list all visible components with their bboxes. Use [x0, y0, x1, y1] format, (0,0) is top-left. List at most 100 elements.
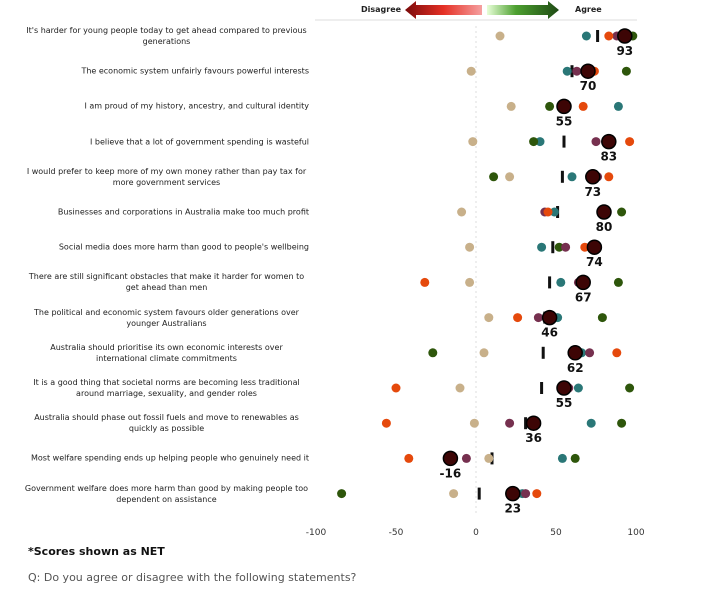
- dot-teal: [613, 101, 623, 111]
- statement-label: I believe that a lot of government spend…: [90, 136, 309, 147]
- disagree-label: Disagree: [361, 5, 402, 14]
- value-label: 23: [504, 502, 521, 516]
- dot-total: [505, 485, 521, 502]
- dot-total: [575, 274, 591, 291]
- average-marker: [551, 241, 555, 254]
- x-tick-label: -100: [306, 528, 327, 538]
- dot-teal: [581, 31, 591, 41]
- statement-label: Businesses and corporations in Australia…: [58, 207, 309, 218]
- disagree-arrow: [405, 1, 482, 19]
- dot-total: [601, 133, 617, 150]
- dot-beige: [468, 137, 478, 147]
- x-tick-label: -50: [389, 528, 404, 538]
- dot-teal: [573, 383, 583, 393]
- statement-label: The political and economic system favour…: [24, 307, 309, 329]
- dot-teal: [562, 66, 572, 76]
- dot-beige: [457, 207, 467, 217]
- value-label: 80: [596, 220, 613, 234]
- dot-teal: [535, 137, 545, 147]
- dot-beige: [465, 242, 475, 252]
- dot-orange: [604, 31, 614, 41]
- statement-text: I would prefer to keep more of my own mo…: [26, 166, 307, 187]
- dot-total: [556, 380, 572, 396]
- statement-text: Australia should phase out fossil fuels …: [34, 413, 299, 434]
- dot-total: [556, 98, 572, 115]
- dot-total: [442, 450, 459, 467]
- statement-text: There are still significant obstacles th…: [28, 272, 305, 293]
- statement-label: Australia should prioritise its own econ…: [24, 342, 309, 364]
- dot-beige: [506, 101, 516, 111]
- statement-text: Social media does more harm than good to…: [58, 242, 309, 252]
- dot-purple: [591, 137, 601, 147]
- dot-purple: [585, 348, 595, 358]
- statement-text: Australia should prioritise its own econ…: [50, 342, 283, 363]
- average-marker: [596, 30, 600, 42]
- average-marker: [548, 276, 552, 289]
- average-marker: [570, 65, 574, 78]
- statement-label: The economic system unfairly favours pow…: [81, 66, 309, 77]
- dot-green: [570, 453, 580, 463]
- dot-orange: [420, 277, 430, 287]
- dot-green: [617, 207, 627, 217]
- dot-orange: [381, 418, 391, 428]
- dot-teal: [586, 418, 596, 428]
- dot-total: [585, 169, 601, 185]
- agree-arrow: [487, 1, 559, 19]
- statement-label: Australia should phase out fossil fuels …: [24, 412, 309, 434]
- statement-label: I would prefer to keep more of my own mo…: [24, 166, 309, 188]
- value-label: 70: [580, 79, 597, 93]
- statement-text: The political and economic system favour…: [34, 307, 299, 328]
- dot-beige: [465, 277, 475, 287]
- statement-text: It is a good thing that societal norms a…: [33, 378, 300, 398]
- dot-purple: [461, 453, 471, 463]
- dot-beige: [505, 172, 515, 182]
- dot-total: [525, 415, 542, 431]
- x-tick-label: 100: [627, 528, 644, 538]
- value-label: 55: [556, 396, 573, 410]
- dot-purple: [572, 66, 582, 76]
- dot-green: [489, 172, 499, 182]
- dot-green: [625, 383, 635, 393]
- dot-orange: [543, 207, 553, 217]
- value-label: 46: [541, 326, 558, 340]
- dot-teal: [557, 453, 567, 463]
- dot-green: [529, 137, 539, 147]
- dot-orange: [578, 101, 588, 111]
- dot-orange: [532, 489, 542, 499]
- statement-label: There are still significant obstacles th…: [24, 271, 309, 293]
- value-label: 36: [525, 431, 542, 445]
- value-label: 62: [567, 361, 584, 375]
- average-marker: [540, 382, 544, 394]
- dot-beige: [479, 348, 489, 358]
- dot-total: [567, 345, 583, 361]
- dot-total: [586, 239, 603, 255]
- dot-beige: [495, 31, 505, 41]
- average-marker: [524, 417, 528, 430]
- average-marker: [560, 170, 564, 183]
- average-marker: [562, 135, 566, 148]
- dot-teal: [567, 172, 577, 182]
- dot-teal: [537, 242, 547, 252]
- dot-total: [541, 309, 558, 326]
- statement-text: Government welfare does more harm than g…: [24, 483, 309, 504]
- dot-orange: [604, 172, 614, 182]
- statement-text: Most welfare spending ends up helping pe…: [31, 453, 309, 463]
- dot-orange: [625, 137, 635, 147]
- agree-label: Agree: [575, 5, 602, 14]
- average-marker: [541, 346, 545, 359]
- average-marker: [477, 487, 481, 500]
- dot-total: [596, 204, 612, 220]
- net-note: *Scores shown as NET: [28, 545, 165, 558]
- dot-orange: [391, 383, 401, 393]
- value-label: -16: [440, 466, 462, 480]
- dot-purple: [505, 418, 515, 428]
- value-label: 73: [584, 185, 601, 199]
- statement-label: Government welfare does more harm than g…: [24, 483, 309, 505]
- dot-teal: [549, 207, 559, 217]
- dot-green: [337, 489, 347, 499]
- dot-green: [597, 313, 607, 323]
- dot-green: [545, 101, 555, 111]
- dot-orange: [404, 453, 414, 463]
- statement-text: The economic system unfairly favours pow…: [81, 66, 309, 76]
